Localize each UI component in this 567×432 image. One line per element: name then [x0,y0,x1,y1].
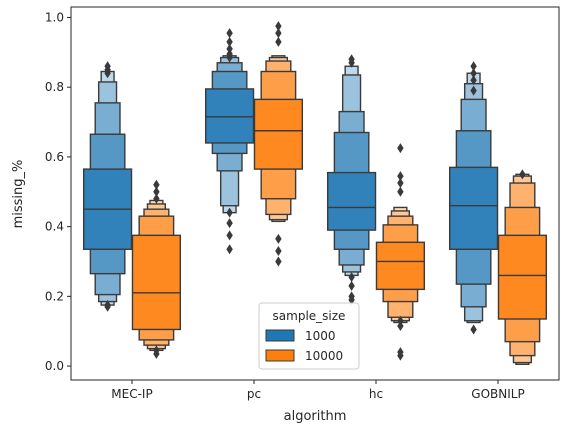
boxen-group [82,61,133,312]
outlier-point [397,143,404,154]
outlier-point [226,244,233,255]
boxen-group [497,169,548,366]
outlier-point [226,49,233,60]
legend-label-1000: 1000 [305,329,336,343]
outlier-point [470,85,477,96]
boxen-group [375,143,426,361]
y-tick-label: 0.2 [45,289,64,303]
boxen-group [326,54,377,305]
x-axis: MEC-IP pc hc GOBNILP [111,380,525,401]
outlier-point [226,230,233,241]
outlier-point [470,75,477,86]
legend-swatch-10000 [265,349,295,362]
outlier-point [275,256,282,267]
x-axis-label: algorithm [284,409,347,424]
y-tick-label: 0.8 [45,80,64,94]
boxen-box [131,234,182,331]
outlier-point [397,315,404,326]
outlier-point [226,43,233,54]
outlier-point [104,301,111,312]
boxen-group [253,21,304,267]
outlier-point [470,324,477,335]
x-tick-label: hc [369,387,383,401]
outlier-point [226,207,233,218]
outlier-point [275,28,282,39]
outlier-point [348,54,355,65]
outlier-point [397,186,404,197]
outlier-point [470,68,477,79]
plot-area [82,21,548,366]
outlier-point [275,36,282,47]
boxen-box [253,98,304,170]
outlier-point [104,61,111,72]
outlier-point [153,179,160,190]
outlier-point [519,169,526,180]
boxen-box [375,241,426,291]
outlier-point [153,186,160,197]
x-tick-label: pc [247,387,261,401]
y-axis: 0.0 0.2 0.4 0.6 0.8 1.0 [45,10,71,373]
outlier-point [153,193,160,204]
outlier-point [348,280,355,291]
boxen-group [204,28,255,255]
outlier-point [275,233,282,244]
outlier-point [226,218,233,229]
outlier-point [226,36,233,47]
outlier-point [470,61,477,72]
legend-title: sample_size [273,309,346,323]
outlier-point [397,347,404,358]
boxen-box [326,171,377,231]
plot-frame [70,6,560,381]
outlier-point [397,171,404,182]
outlier-point [397,320,404,331]
y-tick-label: 1.0 [45,10,64,24]
legend-label-10000: 10000 [305,349,343,363]
boxen-box [204,88,255,144]
boxen-group [131,179,182,359]
y-tick-label: 0.4 [45,220,64,234]
outlier-point [348,272,355,283]
outlier-point [226,28,233,39]
outlier-point [348,291,355,302]
y-tick-label: 0.6 [45,150,64,164]
boxen-box [448,166,499,250]
outlier-point [275,246,282,257]
outlier-point [153,345,160,356]
legend-swatch-1000 [265,329,295,342]
boxen-box [497,234,548,320]
x-tick-label: MEC-IP [111,387,152,401]
outlier-point [275,21,282,32]
outlier-point [397,178,404,189]
legend: sample_size 1000 10000 [258,302,360,370]
boxen-group [448,61,499,335]
y-axis-label: missing_% [11,160,26,229]
x-tick-label: GOBNILP [471,387,524,401]
y-tick-label: 0.0 [45,359,64,373]
